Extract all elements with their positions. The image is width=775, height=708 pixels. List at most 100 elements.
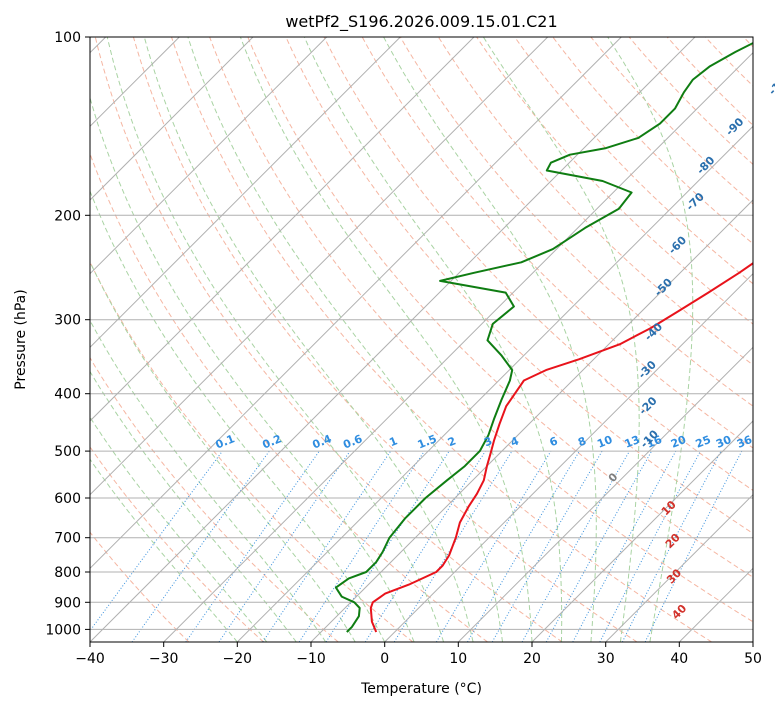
dry-adiabat-line <box>94 37 563 642</box>
mixing-ratio-line <box>621 450 722 642</box>
mixing-ratio-line <box>262 450 392 642</box>
dry-adiabat-line <box>90 446 264 642</box>
y-tick-label: 600 <box>54 491 81 507</box>
isotherm-line <box>90 37 328 275</box>
y-tick-label: 500 <box>54 444 81 460</box>
dry-adiabat-line <box>132 37 638 642</box>
y-tick-label: 400 <box>54 387 81 403</box>
y-tick-label: 1000 <box>45 622 81 638</box>
isotherm-line <box>90 37 622 570</box>
y-axis: 1000 900 800 700 600 500 400 300 200 100 <box>45 30 90 638</box>
mixing-ratio-label: 20 <box>669 433 688 451</box>
dry-adiabat-label: -100 <box>766 69 775 98</box>
dry-adiabat-line <box>90 531 190 642</box>
x-axis: −40 −30 −20 −10 0 10 20 30 40 50 <box>75 642 762 667</box>
isotherms <box>90 37 753 642</box>
isotherm-line <box>90 37 401 349</box>
dry-adiabat-line <box>361 37 753 449</box>
dewpoint-profile-line <box>334 41 753 633</box>
dry-adiabat-line <box>90 152 488 642</box>
dry-adiabat-line <box>247 37 753 578</box>
x-tick-label: 50 <box>744 651 762 667</box>
isotherm-line <box>163 51 753 642</box>
mixing-ratio-label: 36 <box>735 433 754 451</box>
dry-adiabat-line <box>437 37 753 366</box>
isotherm-line <box>90 37 254 201</box>
x-tick-label: −30 <box>149 651 179 667</box>
x-tick-label: −40 <box>75 651 105 667</box>
mixing-ratio-label: 25 <box>694 433 713 451</box>
x-axis-label: Temperature (°C) <box>360 681 482 697</box>
dry-adiabat-line <box>90 356 339 642</box>
mixing-ratio-label: 3 <box>482 434 494 449</box>
mixing-ratio-label: 13 <box>623 433 642 451</box>
y-tick-label: 300 <box>54 313 81 329</box>
moist-adiabat-line <box>106 37 445 642</box>
isotherm-line <box>236 125 753 642</box>
x-tick-label: 40 <box>670 651 688 667</box>
mixing-ratio-label: 30 <box>714 433 733 451</box>
chart-title: wetPf2_S196.2026.009.15.01.C21 <box>285 12 557 32</box>
moist-adiabat-line <box>239 37 533 642</box>
moist-adiabat-line <box>90 260 356 642</box>
moist-adiabat-line <box>607 37 694 642</box>
mixing-ratio-line <box>364 450 486 642</box>
moist-adiabat-line <box>90 319 327 642</box>
moist-adiabats <box>90 37 694 642</box>
moist-adiabat-line <box>90 458 238 642</box>
dry-adiabat-line <box>171 37 712 642</box>
isobar-grid <box>90 37 753 630</box>
y-axis-label: Pressure (hPa) <box>13 289 29 389</box>
x-tick-label: 20 <box>523 651 541 667</box>
mixing-ratio-line <box>435 450 552 642</box>
moist-adiabat-line <box>303 37 563 642</box>
y-tick-label: 100 <box>54 30 81 46</box>
sounding-profiles <box>334 41 753 633</box>
mixing-ratio-line <box>90 450 223 632</box>
y-tick-label: 700 <box>54 531 81 547</box>
mixing-ratio-line <box>599 450 701 642</box>
dry-adiabat-line <box>399 37 753 407</box>
moist-adiabat-line <box>383 37 597 642</box>
plot-background <box>90 37 753 642</box>
isotherm-line <box>457 346 753 642</box>
mixing-ratio-label: 1 <box>387 434 399 449</box>
mixing-ratio-line <box>131 450 270 642</box>
mixing-ratio-label: 10 <box>595 433 614 451</box>
isotherm-line <box>90 37 696 642</box>
mixing-ratio-line <box>467 450 580 642</box>
mixing-ratio-line <box>325 450 450 642</box>
x-tick-label: 10 <box>449 651 467 667</box>
isotherm-line <box>752 641 753 642</box>
isotherm-line <box>384 272 753 642</box>
y-tick-label: 200 <box>54 208 81 224</box>
moist-adiabat-line <box>187 37 503 642</box>
isotherm-line <box>90 37 475 422</box>
isotherm-line <box>605 493 753 642</box>
temperature-profile-line <box>369 262 753 633</box>
x-tick-label: 0 <box>380 651 389 667</box>
dry-adiabat-line <box>323 37 753 491</box>
dry-adiabat-line <box>514 37 753 285</box>
isotherm-line <box>90 37 549 496</box>
x-tick-label: −20 <box>223 651 253 667</box>
dry-adiabat-line <box>285 37 753 535</box>
isotherm-line <box>531 420 753 642</box>
x-tick-label: 30 <box>597 651 615 667</box>
mixing-ratio-line <box>545 450 653 642</box>
moist-adiabat-line <box>90 189 386 642</box>
plot-frame <box>89 36 754 643</box>
moist-adiabat-line <box>143 37 474 642</box>
plot-area <box>90 37 753 642</box>
mixing-ratio-label: 2 <box>446 434 458 449</box>
mixing-ratio-line <box>298 450 425 642</box>
isotherm-line <box>310 199 753 642</box>
y-tick-label: 800 <box>54 565 81 581</box>
x-tick-label: −10 <box>296 651 326 667</box>
y-tick-label: 900 <box>54 595 81 611</box>
moist-adiabat-line <box>482 37 640 642</box>
moist-adiabat-line <box>90 416 268 642</box>
mixing-ratio-label: 8 <box>576 434 588 449</box>
dry-adiabat-line <box>209 37 753 623</box>
